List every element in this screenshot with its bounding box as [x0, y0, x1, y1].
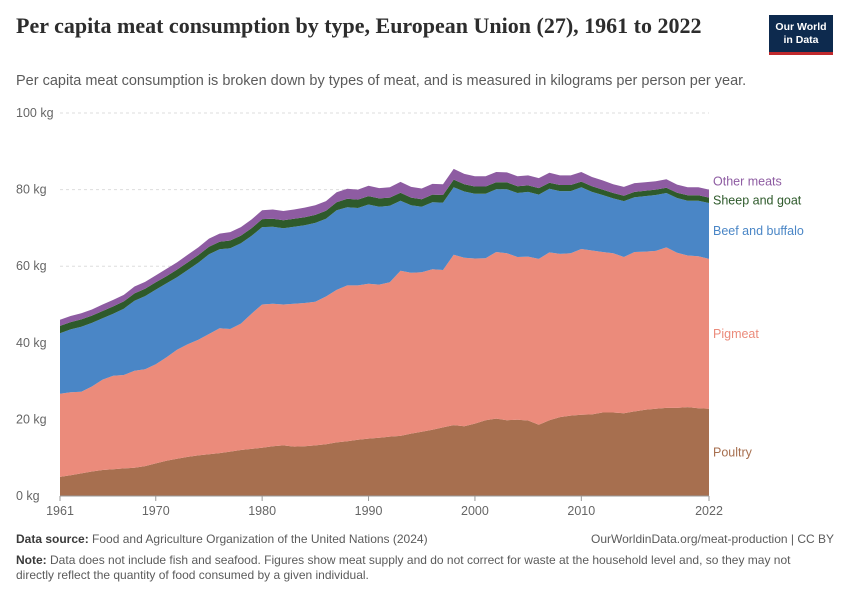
x-tick-label: 1980 [248, 504, 276, 518]
license-link[interactable]: OurWorldinData.org/meat-production | CC … [591, 532, 834, 546]
logo-line-2: in Data [783, 33, 819, 46]
chart-note: Note: Data does not include fish and sea… [16, 553, 806, 583]
series-label: Sheep and goat [713, 193, 802, 207]
logo-line-1: Our World [775, 20, 827, 33]
y-tick-label: 20 kg [16, 412, 47, 426]
data-source-text: Food and Agriculture Organization of the… [92, 532, 428, 546]
x-tick-label: 2022 [695, 504, 723, 518]
data-source-label: Data source: [16, 532, 89, 546]
area-beef-and-buffalo[interactable] [60, 187, 709, 394]
note-label: Note: [16, 553, 47, 567]
x-tick-label: 1990 [355, 504, 383, 518]
owid-logo[interactable]: Our World in Data [769, 15, 833, 55]
x-tick-label: 2000 [461, 504, 489, 518]
y-tick-label: 40 kg [16, 336, 47, 350]
y-tick-label: 0 kg [16, 489, 40, 503]
data-source: Data source: Food and Agriculture Organi… [16, 532, 428, 546]
chart-title: Per capita meat consumption by type, Eur… [16, 13, 702, 38]
stacked-area-chart: 0 kg 20 kg 40 kg 60 kg 80 kg 100 kg 1961 1970 1… [16, 106, 804, 518]
area-sheep-and-goat[interactable] [60, 179, 709, 334]
series-label: Poultry [713, 445, 753, 459]
x-tick-label: 1961 [46, 504, 74, 518]
y-tick-label: 80 kg [16, 183, 47, 197]
x-tick-label: 2010 [567, 504, 595, 518]
area-pigmeat[interactable] [60, 247, 709, 477]
y-tick-label: 60 kg [16, 259, 47, 273]
series-label: Pigmeat [713, 327, 759, 341]
x-tick-label: 1970 [142, 504, 170, 518]
series-label: Beef and buffalo [713, 224, 804, 238]
series-label: Other meats [713, 174, 782, 188]
area-other-meats[interactable] [60, 168, 709, 326]
chart-subtitle: Per capita meat consumption is broken do… [16, 73, 747, 89]
note-text: Data does not include fish and seafood. … [16, 553, 791, 582]
area-poultry[interactable] [60, 407, 709, 496]
y-tick-label: 100 kg [16, 106, 54, 120]
